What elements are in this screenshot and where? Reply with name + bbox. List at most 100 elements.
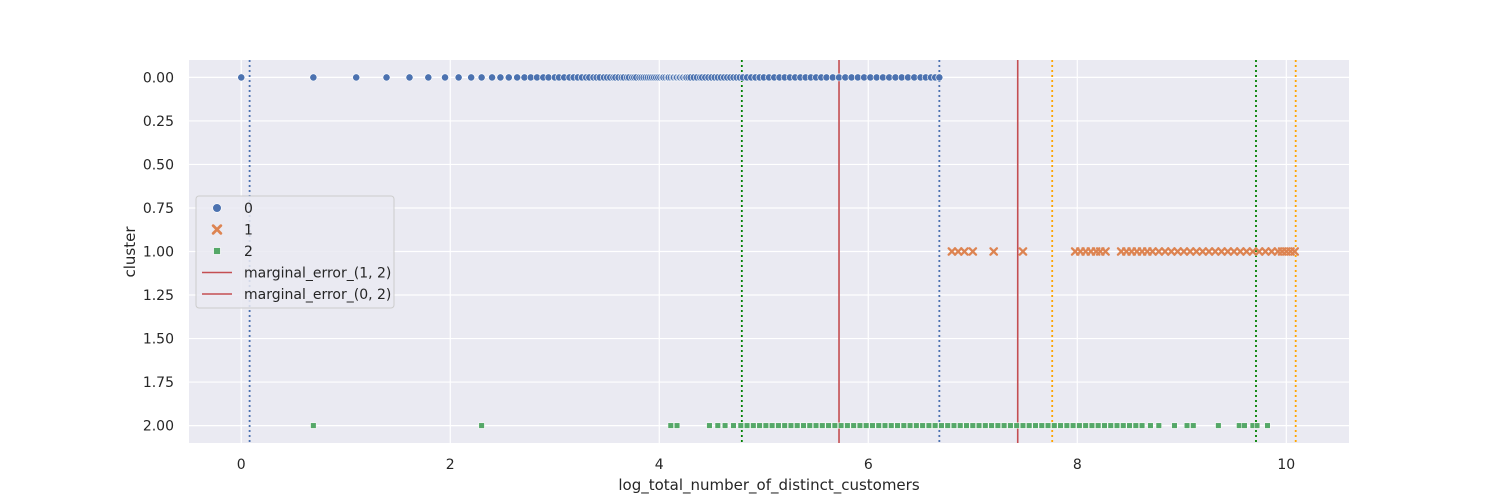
point-series-2	[976, 422, 983, 429]
point-series-1	[1185, 247, 1195, 256]
point-series-2	[1241, 422, 1248, 429]
point-series-2	[1139, 422, 1146, 429]
point-series-2	[963, 422, 970, 429]
point-series-1	[1154, 247, 1164, 256]
x-tick-label: 2	[446, 457, 455, 473]
point-series-2	[1253, 422, 1261, 429]
point-series-1	[1210, 247, 1220, 256]
legend-label: marginal_error_(0, 2)	[244, 287, 391, 303]
point-series-2	[994, 422, 1001, 429]
y-tick-label: 1.75	[143, 375, 174, 391]
point-series-2	[775, 422, 782, 429]
point-series-1	[1101, 247, 1110, 256]
y-tick-labels: 0.00 0.25 0.50 0.75 1.00 1.25 1.50 1.75 2.00	[143, 70, 174, 434]
y-tick-label: 0.25	[143, 114, 174, 130]
point-series-2	[1236, 422, 1243, 429]
point-series-2	[925, 422, 932, 429]
data-points	[237, 73, 1300, 429]
point-series-2	[806, 422, 813, 429]
point-series-2	[875, 422, 882, 429]
point-series-2	[787, 422, 794, 429]
point-series-2	[1044, 422, 1052, 429]
y-tick-label: 2.00	[143, 419, 174, 435]
point-series-1	[968, 247, 978, 256]
point-series-2	[1038, 422, 1045, 429]
point-series-2	[894, 422, 901, 429]
point-series-2	[1063, 422, 1070, 429]
point-series-2	[812, 422, 820, 429]
x-tick-label: 0	[237, 457, 246, 473]
point-series-2	[800, 422, 807, 429]
point-series-2	[869, 422, 876, 429]
point-series-2	[1051, 422, 1058, 429]
y-tick-label: 1.25	[143, 288, 174, 304]
point-series-2	[1215, 422, 1222, 429]
point-series-1	[1235, 247, 1245, 256]
point-series-2	[1264, 422, 1271, 429]
point-series-2	[1155, 422, 1162, 429]
point-series-2	[1147, 422, 1154, 429]
point-series-1	[1229, 247, 1239, 256]
point-series-2	[714, 422, 721, 429]
point-series-0	[935, 73, 944, 82]
point-series-2	[907, 422, 914, 429]
point-series-2	[1001, 422, 1008, 429]
point-series-2	[744, 422, 751, 429]
legend: 0 1 2 marginal_error_(1, 2) marginal_error_(…	[195, 195, 395, 309]
point-series-2	[1113, 422, 1121, 429]
point-series-0	[513, 73, 522, 82]
point-series-2	[1120, 422, 1127, 429]
point-series-1	[1290, 247, 1300, 256]
point-series-2	[756, 422, 763, 429]
point-series-1	[1179, 247, 1189, 256]
point-series-2	[310, 422, 317, 429]
point-series-2	[1070, 422, 1077, 429]
x-tick-labels: 0 2 4 6 8 10	[237, 457, 1295, 473]
point-series-2	[1019, 422, 1026, 429]
point-series-1	[1148, 247, 1157, 256]
x-axis-label: log_total_number_of_distinct_customers	[618, 476, 919, 495]
point-series-2	[838, 422, 845, 429]
x-tick-label: 6	[864, 457, 873, 473]
point-series-2	[1007, 422, 1014, 429]
x-tick-label: 4	[655, 457, 664, 473]
point-series-2	[730, 422, 737, 429]
point-series-2	[969, 422, 976, 429]
point-series-2	[932, 422, 939, 429]
point-series-2	[844, 422, 851, 429]
point-series-1	[1166, 247, 1176, 256]
point-series-2	[957, 422, 964, 429]
point-series-2	[982, 422, 989, 429]
point-series-2	[769, 422, 776, 429]
point-series-2	[950, 422, 958, 429]
grid-lines	[189, 60, 1349, 443]
point-series-1	[1217, 247, 1226, 256]
legend-marker-1	[211, 224, 223, 235]
y-tick-label: 1.50	[143, 332, 174, 348]
point-series-2	[1088, 422, 1095, 429]
legend-marker-0	[212, 203, 222, 213]
point-series-0	[424, 73, 433, 82]
point-series-2	[737, 422, 744, 429]
point-series-0	[237, 73, 246, 82]
point-series-1	[1198, 247, 1208, 256]
point-series-2	[1057, 422, 1064, 429]
legend-box	[195, 195, 395, 309]
y-tick-label: 0.75	[143, 201, 174, 217]
point-series-2	[888, 422, 895, 429]
point-series-2	[673, 422, 681, 429]
y-tick-label: 1.00	[143, 245, 174, 261]
point-series-2	[722, 422, 729, 429]
point-series-2	[944, 422, 951, 429]
y-tick-label: 0.50	[143, 157, 174, 173]
point-series-2	[1076, 422, 1083, 429]
point-series-0	[496, 73, 505, 82]
point-series-2	[863, 422, 870, 429]
point-series-2	[1026, 422, 1033, 429]
point-series-1	[989, 247, 999, 256]
legend-marker-2	[213, 247, 221, 255]
point-series-2	[1190, 422, 1197, 429]
point-series-2	[881, 422, 889, 429]
point-series-2	[1032, 422, 1039, 429]
point-series-0	[309, 73, 318, 82]
